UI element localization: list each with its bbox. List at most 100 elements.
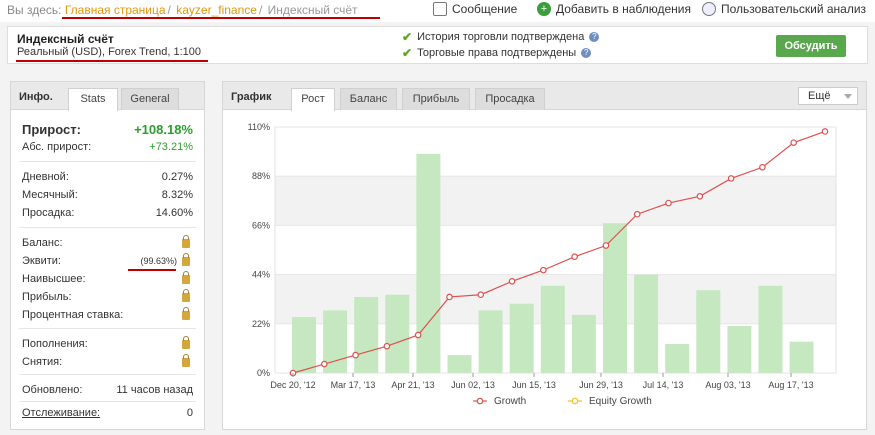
chart-tabs: График Рост Баланс Прибыль Просадка Ещё [223,82,866,111]
legend-label: Growth [494,396,526,407]
y-tick-label: 0% [257,368,270,378]
highest-row: Наивысшее: [22,271,193,285]
divider [19,328,196,329]
monthly-bar [727,326,752,373]
highlight-underline [16,60,208,62]
growth-point [383,342,391,350]
grid-band [275,176,836,226]
growth-point [759,163,766,171]
growth-point [446,293,453,301]
watch-label: Добавить в наблюдения [556,2,691,16]
chart-panel: График Рост Баланс Прибыль Просадка Ещё … [222,81,867,430]
divider [19,401,196,402]
monthly-row: Месячный: 8.32% [22,189,193,201]
deposits-row: Пополнения: [22,336,193,350]
account-subtitle: Реальный (USD), Forex Trend, 1:100 [17,46,202,58]
y-tick-label: 22% [252,319,270,329]
growth-point [727,175,735,182]
more-dropdown[interactable]: Ещё [798,87,858,105]
tab-growth[interactable]: Рост [291,88,335,111]
balance-label: Баланс: [22,237,63,249]
tracking-link[interactable]: Отслеживание: [22,407,101,419]
growth-point [633,210,641,218]
monthly-bar [385,294,410,373]
tab-profit[interactable]: Прибыль [402,88,470,110]
info-tabs: Инфо. Stats General [11,82,204,111]
add-icon: + [537,2,551,16]
verified-history: ✔ История торговли подтверждена ? [402,30,600,44]
message-action[interactable]: Сообщение [433,2,517,16]
monthly-bar [292,317,316,373]
highlight-underline [62,17,380,19]
discuss-button[interactable]: Обсудить [776,35,846,57]
monthly-bar [416,153,441,373]
account-header: Индексный счёт Реальный (USD), Forex Tre… [7,26,868,64]
help-icon[interactable]: ? [589,32,600,42]
growth-point [540,266,547,274]
help-icon[interactable]: ? [581,48,592,58]
growth-point [477,291,485,299]
updated-label: Обновлено: [22,384,83,396]
y-tick-label: 110% [248,122,270,132]
tracking-row: Отслеживание: 0 [22,407,193,419]
lock-icon [182,289,190,302]
withdrawals-row: Снятия: [22,354,193,368]
x-tick-label: Jun 15, '13 [512,380,556,390]
breadcrumb-user-link[interactable]: kayzer_finance [176,3,257,17]
watch-action[interactable]: + Добавить в наблюдения [537,2,691,16]
breadcrumb: Вы здесь: Главная страница / kayzer_finan… [7,3,358,17]
abs-growth-value: +73.21% [149,141,193,153]
breadcrumb-home-link[interactable]: Главная страница [64,3,166,17]
x-tick-label: Aug 03, '13 [705,380,750,390]
divider [19,161,196,162]
y-tick-label: 44% [252,270,270,280]
tab-drawdown[interactable]: Просадка [475,88,545,110]
lock-icon [182,307,190,320]
check-icon: ✔ [402,46,413,60]
clock-icon [702,2,716,16]
x-tick-label: Jun 29, '13 [579,380,623,390]
analysis-action[interactable]: Пользовательский анализ [702,2,866,16]
x-tick-label: Dec 20, '12 [270,380,315,390]
growth-point [665,199,672,207]
legend-marker [476,397,484,405]
monthly-value: 8.32% [161,189,193,201]
breadcrumb-current: Индексный счёт [267,3,358,17]
updated-value: 11 часов назад [116,384,193,396]
lock-icon [182,354,190,367]
monthly-bar [478,310,503,373]
profit-label: Прибыль: [22,291,72,303]
tab-balance[interactable]: Баланс [340,88,397,110]
growth-point [602,242,610,249]
growth-chart: 0% 22% 44% 66% 88% 110% Dec 20, '12 Mar 17, '13… [248,122,837,407]
legend-label: Equity Growth [589,396,652,407]
interest-label: Процентная ставка: [22,309,124,321]
daily-row: Дневной: 0.27% [22,171,193,183]
interest-row: Процентная ставка: [22,307,193,321]
tracking-value: 0 [186,407,193,419]
tab-general[interactable]: General [121,88,179,110]
envelope-icon [433,2,447,16]
verified-history-label: История торговли подтверждена [417,31,585,43]
monthly-bar [447,355,472,373]
lock-icon [182,253,190,266]
legend-marker [571,397,579,405]
highest-label: Наивысшее: [22,273,86,285]
growth-line [292,130,826,374]
y-tick-label: 66% [252,220,270,230]
growth-point [696,193,704,200]
chart-panel-title: График [231,91,272,103]
lock-icon [182,336,190,349]
check-icon: ✔ [402,30,413,44]
highlight-underline [128,269,176,271]
growth-point [790,139,798,146]
x-tick-label: Jul 14, '13 [643,380,684,390]
monthly-bar [696,290,721,373]
growth-point [508,278,516,285]
balance-row: Баланс: [22,235,193,249]
analysis-label: Пользовательский анализ [721,2,867,16]
growth-point [821,128,829,135]
monthly-bar [509,303,534,373]
lock-icon [182,271,190,284]
tab-stats[interactable]: Stats [68,88,118,111]
